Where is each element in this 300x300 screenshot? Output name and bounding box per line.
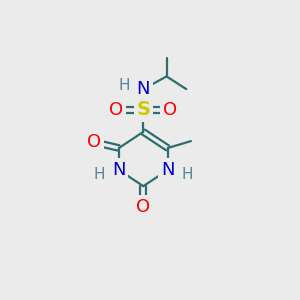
Text: N: N (112, 161, 126, 179)
Text: N: N (136, 80, 150, 98)
Text: O: O (163, 101, 177, 119)
Text: O: O (110, 101, 124, 119)
Text: O: O (87, 133, 101, 151)
Text: O: O (136, 198, 150, 216)
Text: H: H (182, 167, 193, 182)
Text: S: S (136, 100, 150, 119)
Text: H: H (93, 167, 105, 182)
Text: N: N (161, 161, 175, 179)
Text: H: H (119, 78, 130, 93)
